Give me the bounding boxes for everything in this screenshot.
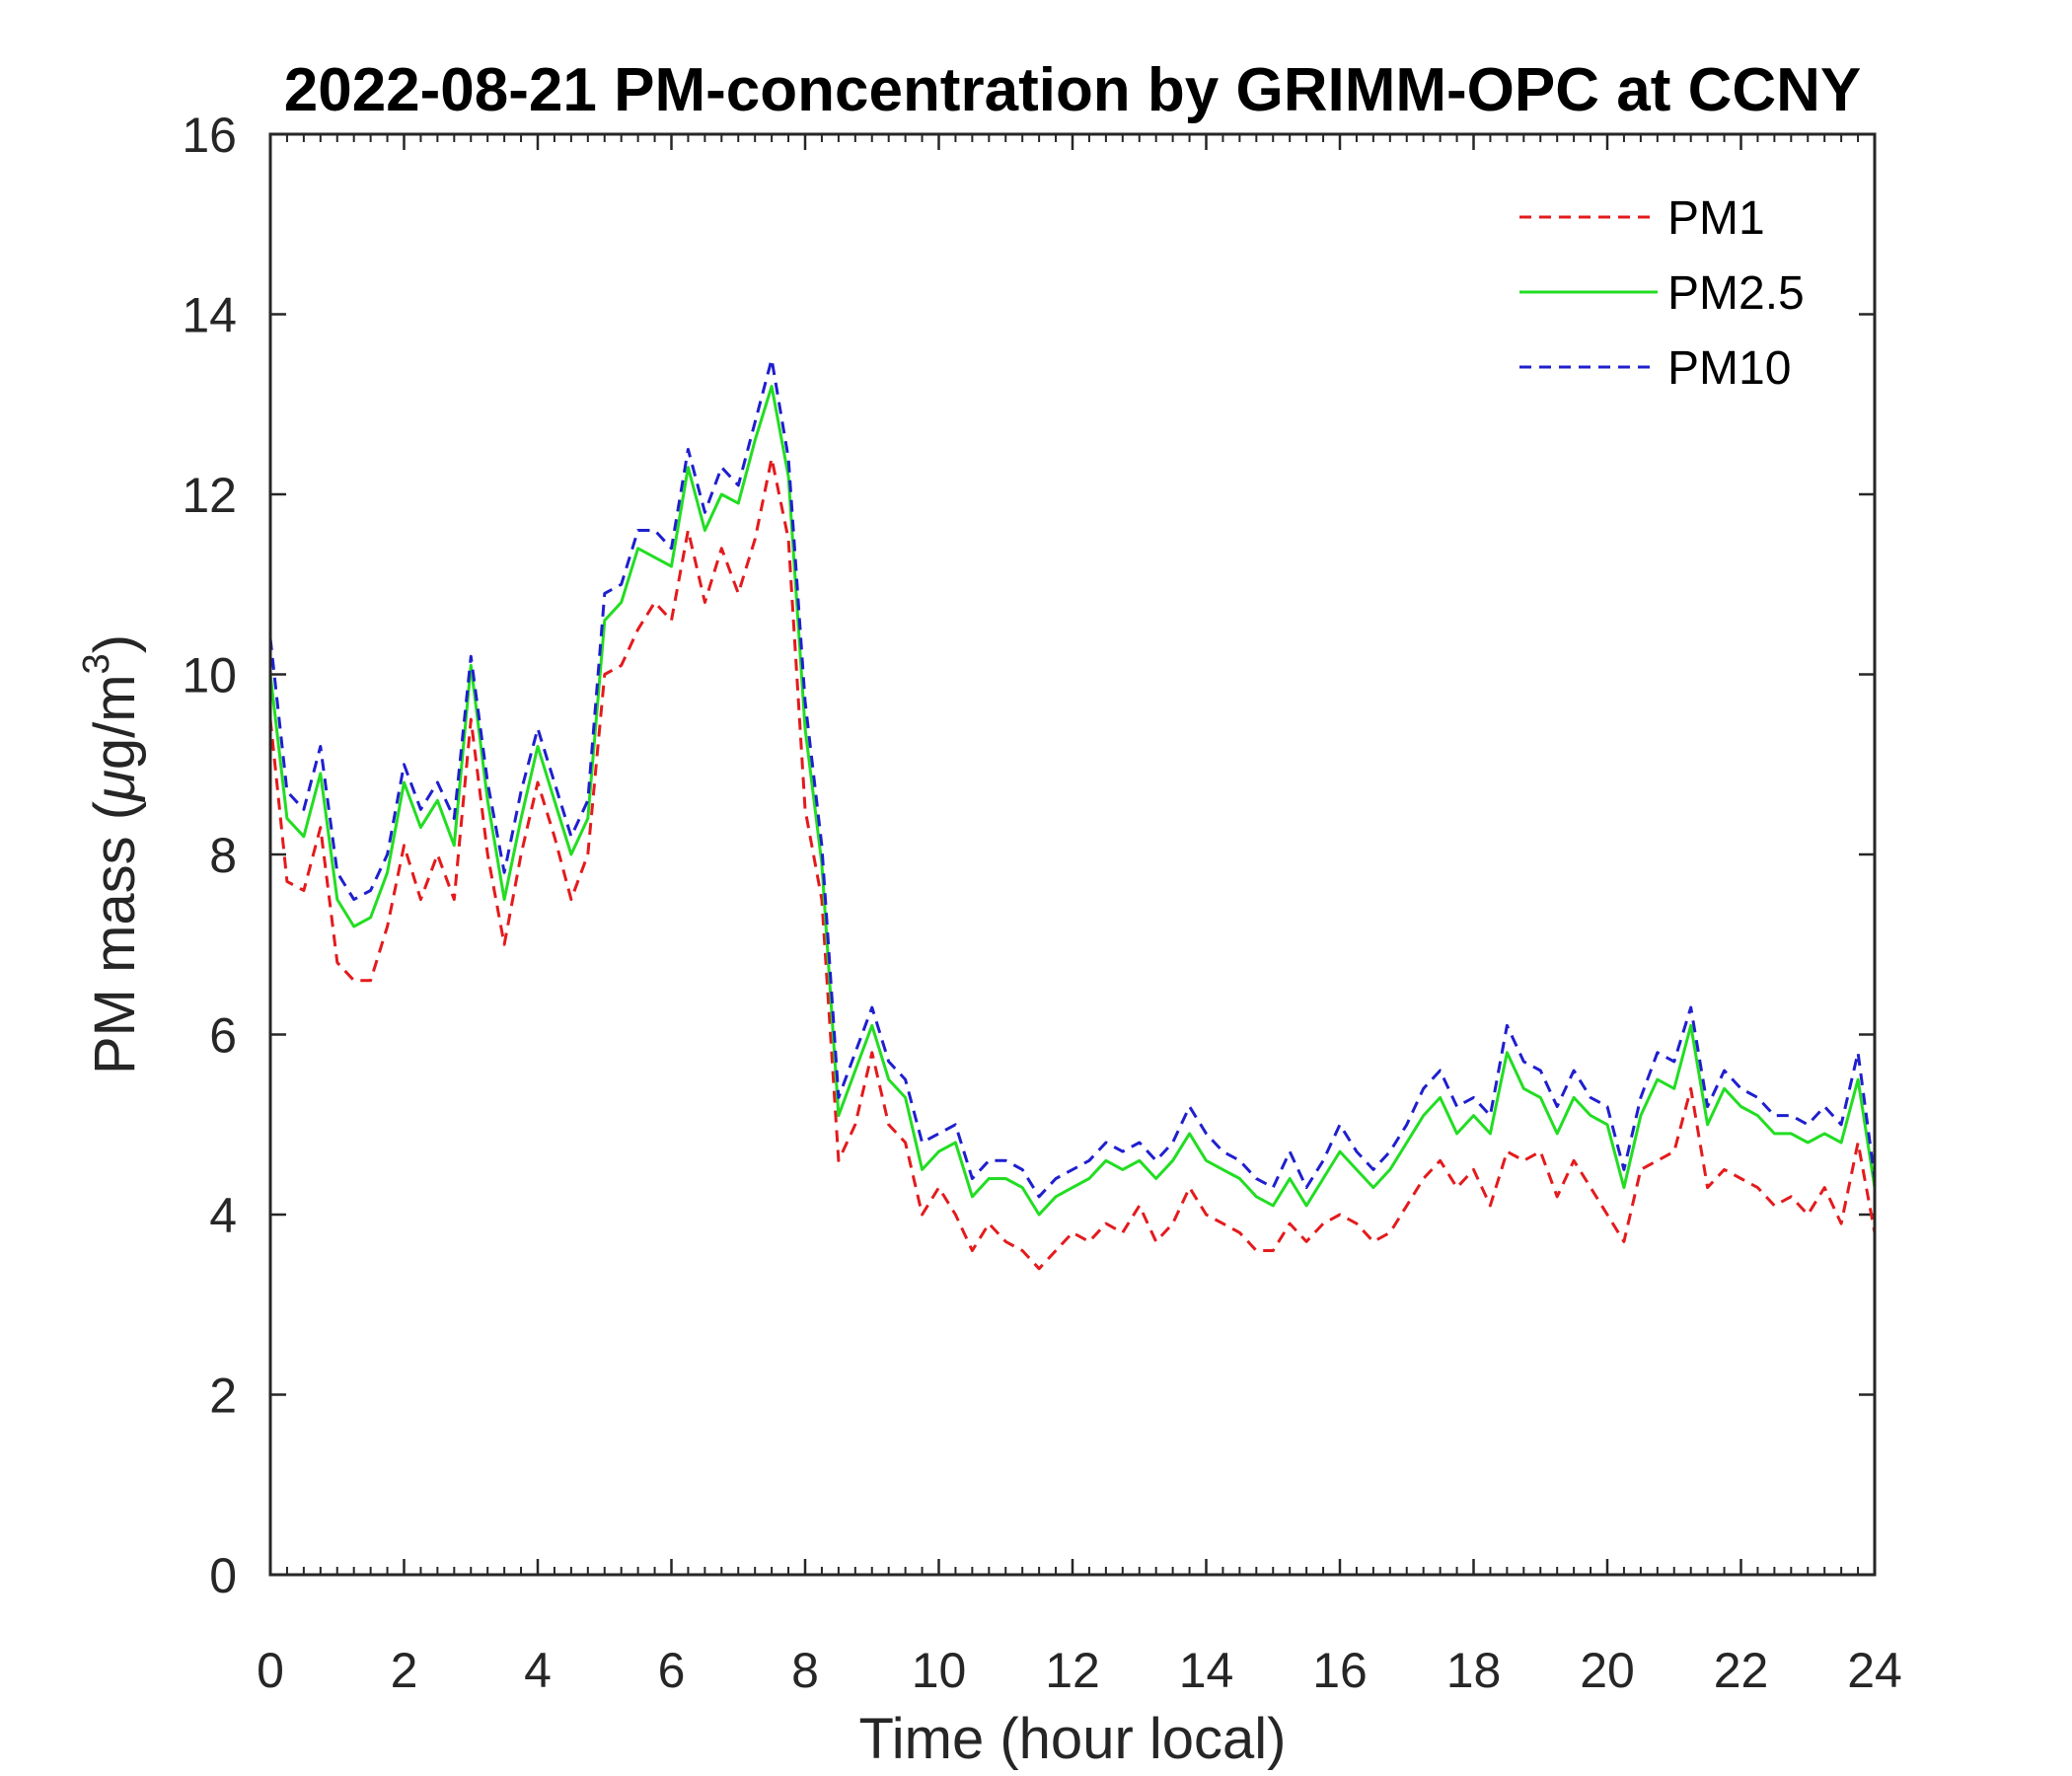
y-tick-labels: 0 2 4 6 8 10 12 14 16 — [182, 108, 237, 1603]
legend-label-pm10: PM10 — [1667, 342, 1791, 395]
x-tick-label: 2 — [391, 1643, 418, 1698]
x-tick-label: 14 — [1179, 1643, 1234, 1698]
y-tick-label: 10 — [182, 648, 237, 703]
x-tick-label: 24 — [1847, 1643, 1902, 1698]
x-tick-label: 8 — [791, 1643, 819, 1698]
y-tick-label: 4 — [209, 1188, 237, 1243]
x-tick-label: 18 — [1446, 1643, 1502, 1698]
x-axis-title: Time (hour local) — [859, 1707, 1287, 1771]
y-tick-label: 8 — [209, 828, 237, 883]
y-axis-title-suffix: ) — [83, 634, 147, 653]
y-tick-label: 6 — [209, 1008, 237, 1064]
y-tick-label: 16 — [182, 108, 237, 163]
y-tick-label: 14 — [182, 288, 237, 343]
x-tick-label: 0 — [257, 1643, 284, 1698]
y-axis-title-prefix: PM mass ( — [83, 801, 147, 1074]
y-axis-title-unit: g/m — [83, 674, 147, 770]
x-tick-label: 4 — [524, 1643, 552, 1698]
y-tick-label: 2 — [209, 1369, 237, 1424]
series-line-pm1 — [268, 457, 1877, 1271]
y-axis-title-exponent: 3 — [76, 653, 117, 674]
y-axis-title: PM mass (μg/m3) — [76, 634, 147, 1074]
x-tick-label: 12 — [1045, 1643, 1100, 1698]
x-tick-label: 16 — [1312, 1643, 1368, 1698]
x-tick-label: 20 — [1580, 1643, 1635, 1698]
y-axis-title-mu: μ — [83, 770, 147, 803]
legend-label-pm1: PM1 — [1667, 192, 1765, 245]
series-layer — [268, 357, 1877, 1271]
x-tick-label: 6 — [658, 1643, 686, 1698]
legend-label-pm2-5: PM2.5 — [1667, 267, 1805, 320]
x-tick-label: 22 — [1714, 1643, 1769, 1698]
legend: PM1 PM2.5 PM10 — [1519, 192, 1805, 395]
series-line-pm2-5 — [268, 385, 1877, 1217]
chart-title: 2022-08-21 PM-concentration by GRIMM-OPC… — [284, 56, 1862, 124]
x-tick-labels: 0 2 4 6 8 10 12 14 16 18 20 22 24 — [257, 1643, 1902, 1698]
plot-frame — [268, 132, 1877, 1577]
plot-area — [270, 134, 1875, 1575]
y-tick-label: 12 — [182, 468, 237, 523]
series-line-pm10 — [268, 357, 1877, 1199]
x-tick-label: 10 — [912, 1643, 967, 1698]
y-tick-label: 0 — [209, 1548, 237, 1603]
